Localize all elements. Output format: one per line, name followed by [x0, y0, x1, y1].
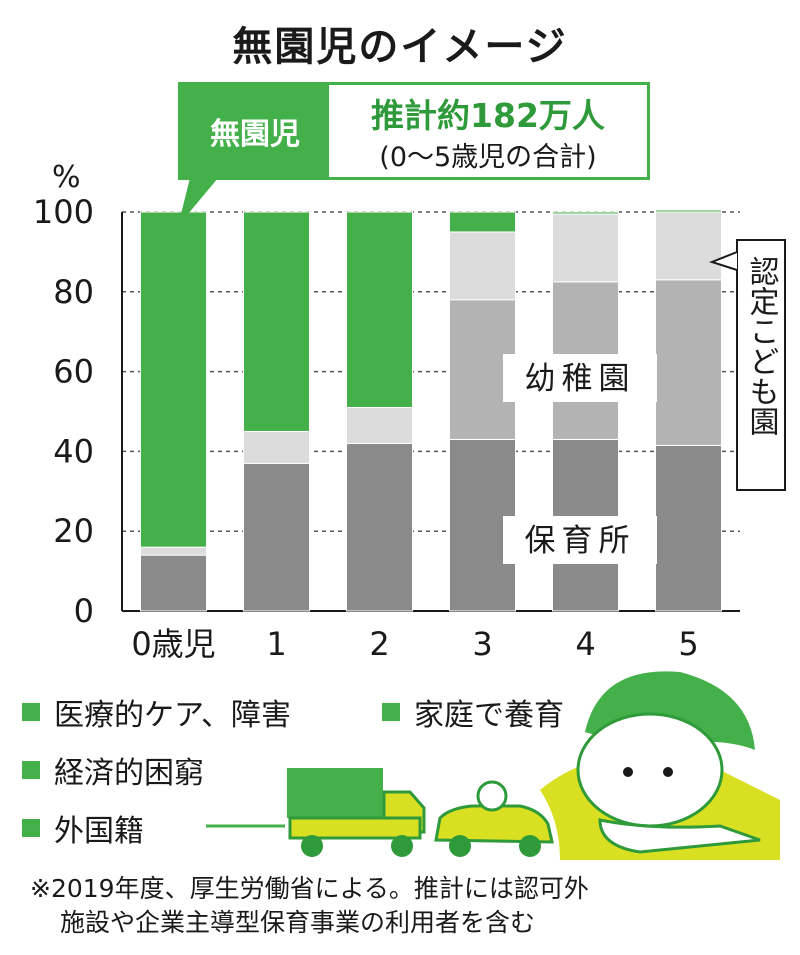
truck-base: [288, 816, 422, 840]
callout-box: 無園児 推計約182万人 (0～5歳児の合計): [178, 82, 650, 180]
legend-swatch: [22, 703, 40, 721]
legend-label: 外国籍: [54, 814, 144, 849]
y-tick-label: 20: [53, 512, 94, 550]
x-tick-label: 2: [369, 625, 389, 663]
bar-segment: [243, 430, 310, 464]
bar-segment: [140, 546, 207, 556]
annotation-label: 幼稚園: [525, 361, 636, 397]
child-illustration: [178, 178, 780, 860]
y-tick-label: 60: [53, 353, 94, 391]
legend-item: 医療的ケア、障害: [22, 690, 291, 734]
x-tick-label: 0歳児: [131, 625, 215, 663]
child-eye: [663, 767, 673, 777]
footnote: ※2019年度、厚生労働省による。推計には認可外 施設や企業主導型保育事業の利用…: [30, 872, 790, 940]
bar-segment: [655, 211, 722, 281]
callout-label: 無園児: [181, 85, 329, 177]
x-axis-ticks: 0歳児 1 2 3 4 5: [131, 625, 698, 663]
legend-label: 経済的困窮: [54, 756, 204, 791]
legend-item: 家庭で養育: [382, 690, 564, 734]
legend-item: 外国籍: [22, 806, 144, 850]
y-tick-label: 80: [53, 273, 94, 311]
bar-segment: [243, 462, 310, 612]
legend-label: 家庭で養育: [414, 698, 564, 733]
annotation-box: [503, 354, 657, 402]
y-tick-label: 100: [33, 193, 94, 231]
bar-segment: [346, 407, 413, 444]
x-tick-label: 5: [678, 625, 698, 663]
y-tick-label: 40: [53, 432, 94, 470]
bar-segment: [552, 211, 619, 215]
callout-estimate: 推計約182万人: [371, 96, 605, 135]
bar-segment: [655, 209, 722, 213]
x-tick-label: 4: [575, 625, 595, 663]
x-tick-label: 3: [472, 625, 492, 663]
legend-label: 医療的ケア、障害: [54, 698, 291, 733]
callout-pointer: [178, 178, 218, 226]
annotation-box: [503, 516, 657, 564]
footnote-line: ※2019年度、厚生労働省による。推計には認可外: [30, 874, 589, 903]
bar-segment: [346, 442, 413, 612]
legend-swatch: [382, 703, 400, 721]
child-eye: [623, 767, 633, 777]
bar-segment: [655, 444, 722, 612]
bar-segment: [243, 211, 310, 432]
annotation-label: 保育所: [525, 523, 636, 559]
bar-segment: [655, 279, 722, 446]
child-face: [576, 712, 724, 828]
annotation-label: 認定こども園: [744, 256, 779, 436]
chart-title: 無園児のイメージ: [232, 24, 568, 70]
car-wheel: [449, 835, 471, 857]
truck-wheel: [301, 835, 323, 857]
y-tick-label: 0: [74, 592, 94, 630]
footnote-line: 施設や企業主導型保育事業の利用者を含む: [60, 908, 536, 937]
bar-segment: [140, 554, 207, 612]
legend-item: 経済的困窮: [22, 748, 204, 792]
y-axis-ticks: 0 20 40 60 80 100: [33, 193, 94, 630]
bar-segment: [140, 211, 207, 548]
legend-swatch: [22, 819, 40, 837]
legend-swatch: [22, 761, 40, 779]
truck-cargo: [287, 768, 383, 818]
annotation-box: [736, 239, 786, 491]
x-tick-label: 1: [266, 625, 286, 663]
child-arm: [598, 818, 761, 854]
child-hand: [476, 780, 508, 812]
callout-note: (0～5歳児の合計): [379, 142, 597, 173]
annotation-pointer: [709, 251, 738, 271]
y-axis-label: %: [52, 160, 81, 195]
bar-segment: [449, 211, 516, 233]
bar-segment: [449, 231, 516, 301]
toy-car: [434, 804, 554, 844]
bars: [140, 209, 722, 612]
car-wheel: [519, 835, 541, 857]
bar-segment: [346, 211, 413, 409]
truck-wheel: [391, 835, 413, 857]
bar-segment: [552, 213, 619, 283]
